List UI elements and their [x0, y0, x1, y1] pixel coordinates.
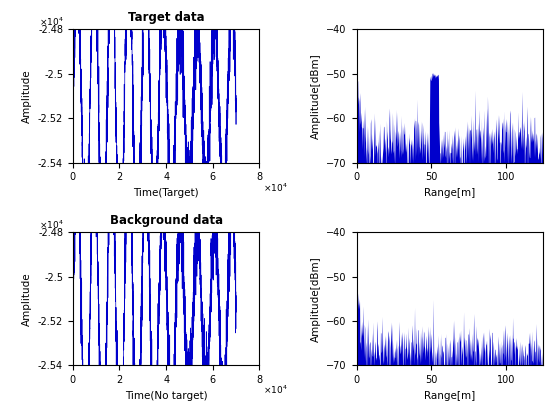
X-axis label: Time(No target): Time(No target) [125, 391, 207, 401]
X-axis label: Range[m]: Range[m] [424, 188, 475, 198]
Text: $\times\mathregular{10}^4$: $\times\mathregular{10}^4$ [39, 16, 64, 28]
Title: Background data: Background data [110, 214, 223, 227]
X-axis label: Range[m]: Range[m] [424, 391, 475, 401]
Y-axis label: Amplitude[dBm]: Amplitude[dBm] [311, 256, 321, 341]
Text: $\times\mathregular{10}^4$: $\times\mathregular{10}^4$ [263, 181, 288, 194]
Y-axis label: Amplitude: Amplitude [22, 272, 32, 326]
X-axis label: Time(Target): Time(Target) [133, 188, 199, 198]
Y-axis label: Amplitude: Amplitude [22, 69, 32, 123]
Text: $\times\mathregular{10}^4$: $\times\mathregular{10}^4$ [39, 218, 64, 231]
Title: Target data: Target data [128, 11, 204, 24]
Y-axis label: Amplitude[dBm]: Amplitude[dBm] [311, 53, 321, 139]
Text: $\times\mathregular{10}^4$: $\times\mathregular{10}^4$ [263, 384, 288, 396]
